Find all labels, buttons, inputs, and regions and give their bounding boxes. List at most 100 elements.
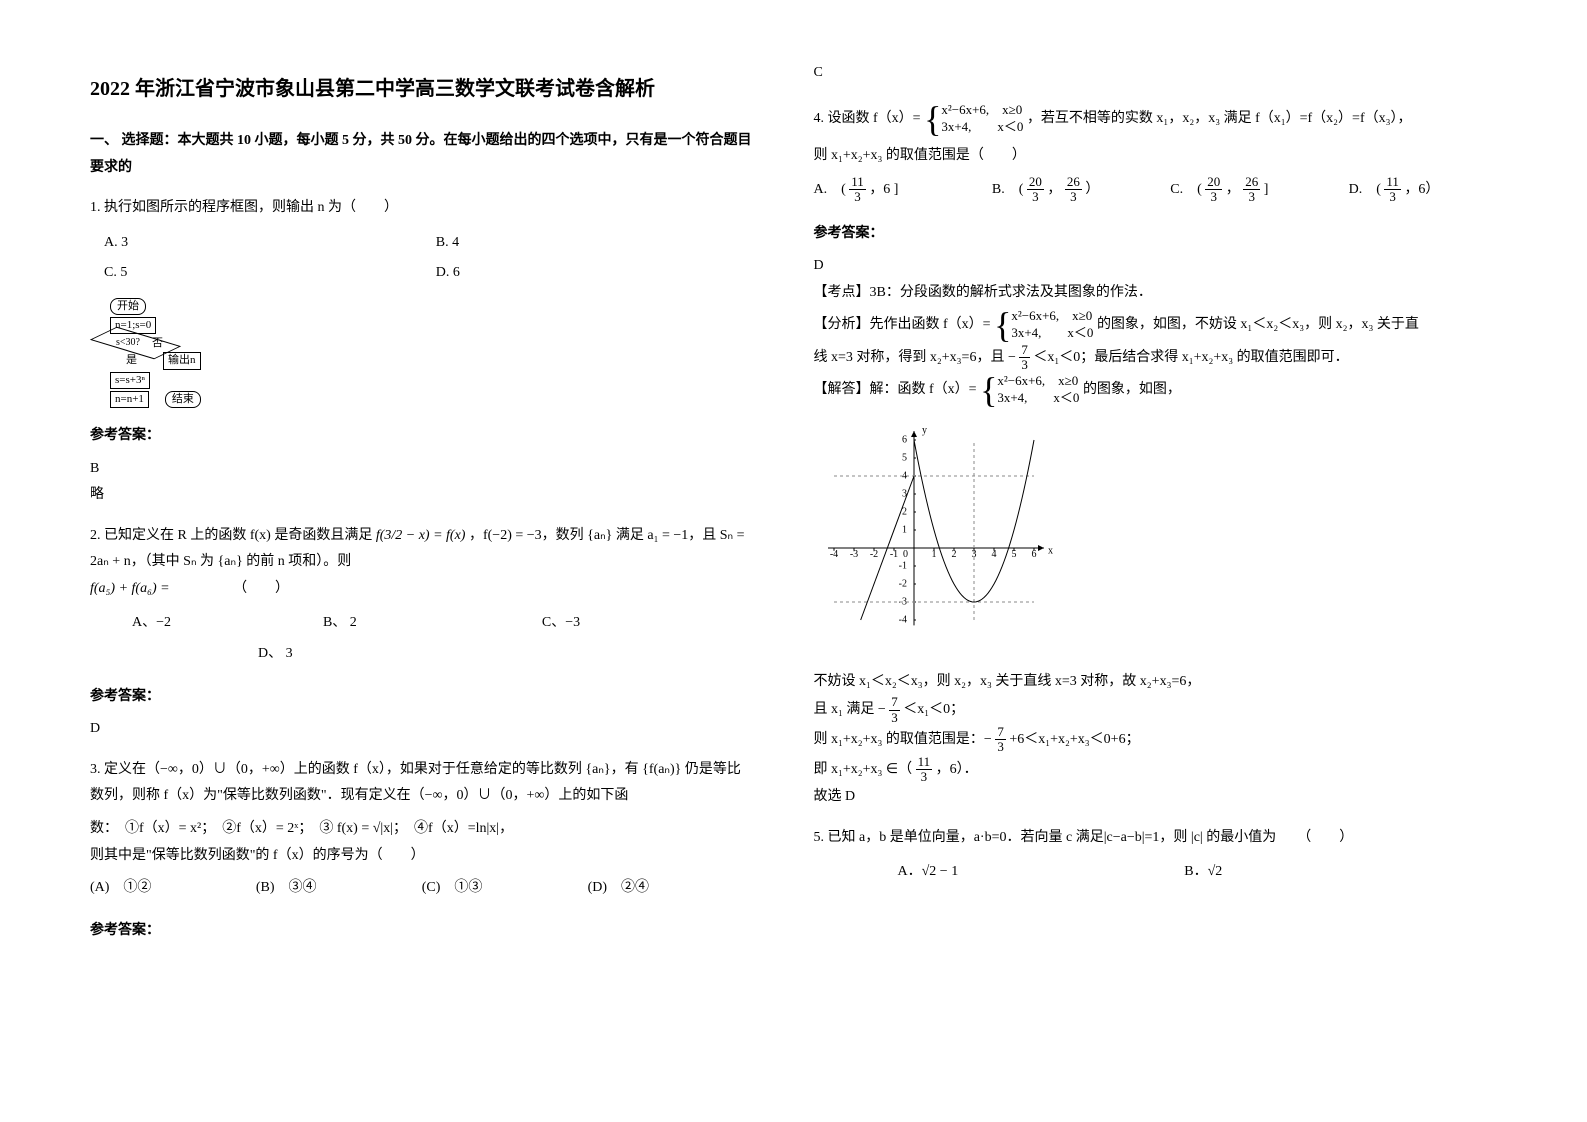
txt: 即 x₁+x₂+x₃ ∈（ [814,762,913,777]
q5-stem: 5. 已知 a，b 是单位向量，a·b=0．若向量 c 满足|c−a−b|=1，… [814,830,1354,845]
q3-answer: C [814,60,1528,87]
brace-icon: { [994,307,1011,343]
num: 7 [889,695,900,710]
num: 11 [1384,175,1401,190]
q2-options: A、−2 B、 2 C、−3 D、 3 [90,608,754,669]
q4-sol1: 不妨设 x₁＜x₂＜x₃，则 x₂，x₃ 关于直线 x=3 对称，故 x₂+x₃… [814,669,1528,696]
flowchart: 开始 n=1;s=0 s<30? 否 是 输出n s=s+3ⁿ n=n+1 结束 [110,297,754,409]
q4-case1: x²−6x+6, x≥0 [941,102,1023,119]
svg-text:-4: -4 [829,549,837,560]
function-graph: xy-4-3-2-1123456-4-3-2-11234560 [814,418,1064,648]
svg-text:y: y [922,425,927,436]
question-5: 5. 已知 a，b 是单位向量，a·b=0．若向量 c 满足|c−a−b|=1，… [814,825,1528,852]
den: 3 [995,740,1006,754]
svg-text:6: 6 [902,435,907,446]
num: 26 [1243,175,1260,190]
svg-text:-3: -3 [849,549,857,560]
q4-sol5: 故选 D [814,784,1528,811]
flow-start: 开始 [110,298,146,315]
page-title: 2022 年浙江省宁波市象山县第二中学高三数学文联考试卷含解析 [90,70,754,108]
flow-no: 否 [152,337,163,350]
q5-opt-a: A．√2 − 1 [814,857,1171,888]
txt: 线 x=3 对称，得到 x₂+x₃=6，且 − [814,350,1020,365]
question-1: 1. 执行如图所示的程序框图，则输出 n 为（ ） [90,195,754,222]
question-4: 4. 设函数 f（x）= { x²−6x+6, x≥0 3x+4, x＜0 ，若… [814,101,1528,137]
num: 26 [1065,175,1082,190]
q4-solve: 【解答】解：函数 f（x）= { x²−6x+6, x≥0 3x+4, x＜0 … [814,372,1528,408]
q1-opt-a: A. 3 [90,228,422,259]
svg-text:-2: -2 [869,549,877,560]
svg-text:4: 4 [991,549,996,560]
q1-note: 略 [90,482,754,509]
flow-step1: s=s+3ⁿ [110,372,150,389]
q2-blank: （ ） [233,581,289,596]
num: 11 [849,175,866,190]
svg-text:0: 0 [903,549,908,560]
flow-step2: n=n+1 [110,391,149,408]
q4-sol4: 即 x₁+x₂+x₃ ∈（ 113 ，6）． [814,755,1528,785]
den: 3 [1027,190,1044,204]
txt: ） [1085,182,1099,197]
q3-opt-b: (B) ③④ [256,873,422,904]
q4-stem-a: 4. 设函数 f（x）= [814,111,921,126]
q2-opt-d: D、 3 [90,639,754,670]
case2: 3x+4, x＜0 [997,390,1079,407]
question-3: 3. 定义在（−∞，0）∪（0，+∞）上的函数 f（x），如果对于任意给定的等比… [90,757,754,810]
q4-analysis2: 线 x=3 对称，得到 x₂+x₃=6，且 − 73 ＜x₁＜0；最后结合求得 … [814,343,1528,373]
q4-case2: 3x+4, x＜0 [941,119,1023,136]
q4-analysis: 【分析】先作出函数 f（x）= { x²−6x+6, x≥0 3x+4, x＜0… [814,307,1528,343]
q1-opt-c: C. 5 [90,258,422,289]
svg-text:6: 6 [1031,549,1036,560]
txt: ，6） [1404,182,1439,197]
den: 3 [916,770,933,784]
den: 3 [1384,190,1401,204]
q3-answer-label: 参考答案： [90,918,754,945]
q4-answer-label: 参考答案： [814,221,1528,248]
q2-answer: D [90,716,754,743]
q1-options: A. 3 B. 4 C. 5 D. 6 [90,228,754,289]
txt: +6＜x₁+x₂+x₃＜0+6； [1009,732,1139,747]
q2-stem-a: 2. 已知定义在 R 上的函数 f(x) 是奇函数且满足 [90,528,376,543]
q2-opt-b: B、 2 [309,608,528,639]
den: 3 [1019,358,1030,372]
q2-answer-label: 参考答案： [90,684,754,711]
q3-options: (A) ①② (B) ③④ (C) ①③ (D) ②④ [90,873,754,904]
num: 11 [916,755,933,770]
q1-opt-b: B. 4 [422,228,754,259]
svg-text:5: 5 [902,453,907,464]
svg-text:2: 2 [951,549,956,560]
q2-opt-c: C、−3 [528,608,747,639]
svg-text:-1: -1 [898,561,906,572]
flow-cond: s<30? [110,335,146,351]
flow-out: 输出n [163,352,201,369]
txt: 的图象，如图，不妨设 x₁＜x₂＜x₃，则 x₂，x₃ 关于直 [1097,317,1419,332]
txt: B. ( [992,182,1024,197]
q4-piecewise: { x²−6x+6, x≥0 3x+4, x＜0 [924,101,1023,137]
txt: 【分析】先作出函数 f（x）= [814,317,991,332]
svg-text:-2: -2 [898,579,906,590]
q4-opt-b: B. ( 203 ， 263 ） [992,173,1170,207]
q4-answer: D [814,253,1528,280]
num: 7 [995,725,1006,740]
q1-opt-d: D. 6 [422,258,754,289]
txt: 【解答】解：函数 f（x）= [814,382,977,397]
q1-answer-label: 参考答案： [90,423,754,450]
txt: A. ( [814,182,846,197]
q2-opt-a: A、−2 [90,608,309,639]
svg-text:-1: -1 [889,549,897,560]
num: 20 [1205,175,1222,190]
right-column: C 4. 设函数 f（x）= { x²−6x+6, x≥0 3x+4, x＜0 … [794,0,1587,1122]
flow-init: n=1;s=0 [110,317,156,334]
case1: x²−6x+6, x≥0 [997,373,1079,390]
section-heading: 一、 选择题：本大题共 10 小题，每小题 5 分，共 50 分。在每小题给出的… [90,128,754,181]
q3-opt-a: (A) ①② [90,873,256,904]
q4-stem-c: 则 x₁+x₂+x₃ 的取值范围是（ ） [814,143,1528,170]
q4-stem-b: ，若互不相等的实数 x₁，x₂，x₃ 满足 f（x₁）=f（x₂）=f（x₃）， [1027,111,1412,126]
txt: ＜x₁＜0； [903,702,964,717]
flow-yes: 是 [126,354,137,367]
num: 7 [1019,343,1030,358]
q4-opt-c: C. ( 203 ， 263 ] [1170,173,1348,207]
txt: ，6）． [936,762,978,777]
txt: 的图象，如图， [1083,382,1181,397]
txt: C. ( [1170,182,1202,197]
